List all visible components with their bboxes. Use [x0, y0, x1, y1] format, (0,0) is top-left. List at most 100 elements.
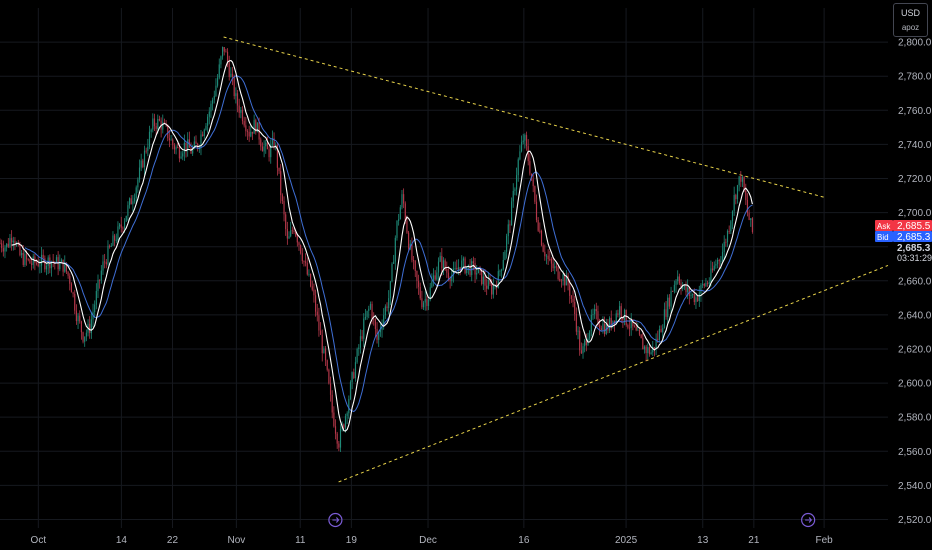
- candle-body: [741, 176, 744, 182]
- ask-value: 2,685.5: [897, 221, 931, 232]
- candle-body: [466, 267, 468, 274]
- candle-body: [364, 316, 367, 319]
- candle-body: [1, 243, 3, 249]
- candle-body: [447, 272, 450, 279]
- candle-body: [69, 275, 71, 284]
- candle-body: [567, 275, 569, 286]
- candle-body: [658, 329, 661, 340]
- candle-body: [120, 224, 122, 228]
- candle-body: [261, 146, 264, 152]
- candle-body: [343, 424, 345, 428]
- candle-body: [434, 275, 436, 280]
- candle-body: [540, 230, 543, 246]
- candle-body: [11, 238, 13, 243]
- candle-body: [39, 265, 41, 267]
- candle-body: [358, 347, 360, 350]
- candle-body: [295, 232, 297, 236]
- candle-body: [650, 352, 652, 355]
- candle-body: [288, 236, 290, 239]
- candle-body: [7, 243, 9, 247]
- candle-body: [34, 256, 36, 264]
- candle-body: [215, 85, 217, 96]
- candle-body: [665, 309, 667, 317]
- candle-body: [746, 199, 749, 213]
- candle-body: [532, 179, 534, 187]
- candle-body: [439, 255, 441, 262]
- candle-body: [348, 398, 350, 414]
- candle-body: [235, 93, 237, 97]
- candle-body: [123, 221, 126, 229]
- candle-body: [647, 347, 649, 353]
- candle-body: [640, 334, 642, 339]
- candle-body: [170, 139, 172, 141]
- x-tick-label: 11: [295, 535, 306, 546]
- candle-body: [446, 269, 448, 273]
- candle-body: [642, 338, 644, 350]
- candle-body: [509, 224, 511, 226]
- candle-body: [643, 346, 646, 350]
- candle-body: [84, 336, 86, 342]
- candle-body: [195, 141, 197, 144]
- candle-body: [85, 332, 87, 337]
- candle-body: [579, 330, 581, 351]
- candle-body: [683, 285, 685, 288]
- candle-body: [660, 329, 662, 333]
- candle-body: [354, 362, 357, 379]
- candle-body: [457, 267, 460, 270]
- candle-body: [630, 319, 632, 329]
- price-axis[interactable]: 2,520.0 2,540.0 2,560.0 2,580.0 2,600.0 2,620…: [898, 38, 932, 526]
- candle-body: [158, 119, 161, 121]
- bid-value: 2,685.3: [897, 232, 931, 243]
- candle-body: [698, 293, 700, 301]
- candle-body: [560, 280, 563, 282]
- candle-body: [459, 267, 461, 271]
- event-marker-icon: [801, 512, 816, 528]
- candle-body: [615, 313, 617, 324]
- candle-body: [577, 330, 579, 332]
- candle-body: [628, 327, 631, 329]
- candle-body: [183, 142, 185, 154]
- candle-body: [268, 149, 270, 158]
- candle-body: [334, 426, 337, 434]
- candle-body: [200, 134, 202, 148]
- candle-body: [599, 324, 601, 329]
- candle-body: [135, 187, 137, 199]
- candle-body: [429, 287, 431, 300]
- candle-body: [173, 145, 175, 150]
- candle-body: [251, 131, 254, 134]
- candle-body: [336, 433, 338, 444]
- candle-body: [740, 176, 742, 182]
- candle-body: [80, 321, 82, 333]
- candle-body: [213, 95, 215, 100]
- candle-body: [414, 261, 416, 271]
- ma-fast-line: [11, 59, 753, 432]
- candle-body: [575, 314, 577, 332]
- candle-body: [735, 195, 737, 200]
- candle-body: [424, 299, 426, 303]
- candle-body: [559, 278, 561, 281]
- y-tick-label: 2,620.0: [898, 344, 932, 355]
- candle-body: [30, 263, 33, 265]
- event-markers: [328, 512, 816, 528]
- candle-body: [290, 230, 292, 237]
- candle-body: [544, 251, 546, 257]
- candle-body: [276, 145, 278, 168]
- currency-selector[interactable]: USD apoz: [893, 3, 928, 37]
- candle-body: [515, 175, 518, 190]
- candle-body: [137, 179, 139, 188]
- candle-body: [319, 330, 322, 335]
- candle-body: [652, 347, 654, 353]
- candle-body: [570, 295, 572, 299]
- candle-body: [301, 253, 303, 262]
- candle-body: [296, 235, 298, 243]
- candle-body: [45, 265, 48, 270]
- ask-label: Ask: [877, 222, 891, 231]
- candle-body: [718, 260, 720, 262]
- candle-body: [461, 260, 463, 271]
- candle-body: [482, 276, 484, 285]
- candle-body: [464, 258, 466, 274]
- candle-body: [507, 224, 509, 237]
- time-axis[interactable]: Oct 14 22 Nov 11 19 Dec 16 2025 13 21 Feb: [31, 535, 834, 546]
- last-price: 2,685.3: [897, 243, 931, 254]
